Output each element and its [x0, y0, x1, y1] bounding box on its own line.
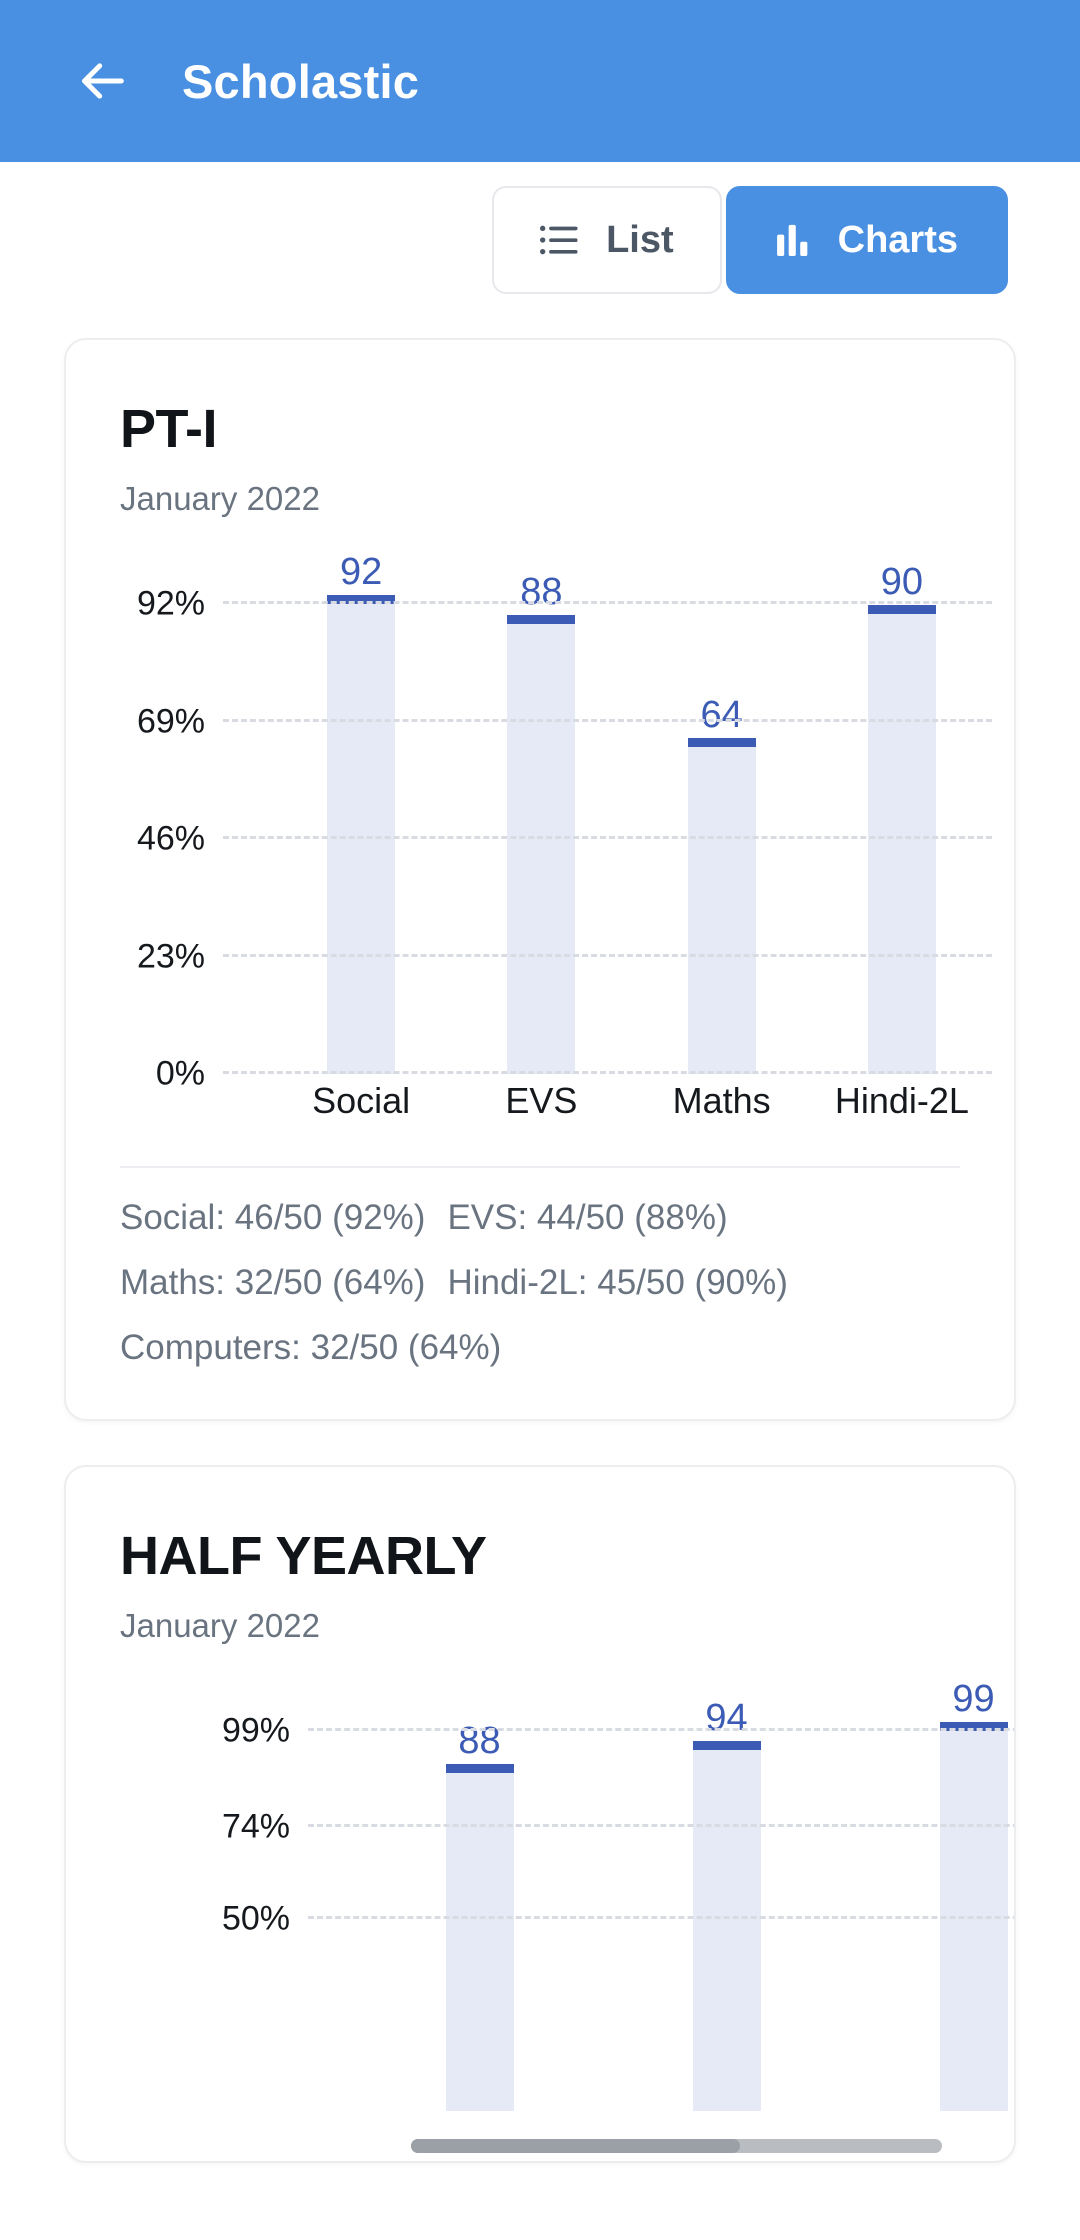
score-detail-row: Social: 46/50 (92%) EVS: 44/50 (88%)	[120, 1200, 960, 1235]
score-detail-row: Maths: 32/50 (64%) Hindi-2L: 45/50 (90%)	[120, 1265, 960, 1300]
tab-list[interactable]: List	[492, 186, 722, 294]
chart-bar-slot[interactable]: 94	[603, 1697, 850, 2111]
chart-y-tick-label: 50%	[221, 1899, 290, 1938]
tab-list-label: List	[606, 218, 674, 261]
chart-bar-value-label: 88	[458, 1720, 501, 1763]
chart-bar-slot[interactable]: 92	[271, 551, 451, 1074]
exam-title: HALF YEARLY	[120, 1526, 487, 1586]
chart-y-tick-label: 92%	[136, 584, 205, 623]
chart-y-tick-label: 74%	[221, 1807, 290, 1846]
chart-gridline: 69%	[137, 702, 992, 740]
chart-bar-slot[interactable]: 88	[356, 1720, 603, 2111]
chart-bar-value-label: 64	[700, 694, 743, 737]
score-item: Maths: 32/50 (64%)	[120, 1263, 426, 1302]
score-item: EVS: 44/50 (88%)	[447, 1198, 728, 1237]
arrow-left-icon[interactable]	[78, 55, 130, 107]
exam-date: January 2022	[120, 1607, 320, 1644]
chart-bars: 88 94 99	[356, 1678, 1014, 2111]
chart-bar[interactable]: 88	[507, 571, 576, 1074]
chart-bar-cap	[327, 595, 396, 604]
chart-bar-slot[interactable]: 90	[812, 561, 992, 1074]
score-item: Hindi-2L: 45/50 (90%)	[447, 1263, 788, 1302]
chart-y-tick-label: 46%	[136, 819, 205, 858]
chart-plot-area: 88 94 99 99% 74% 50%	[222, 1678, 1014, 2111]
chart-bar-cap	[939, 1722, 1008, 1731]
chart-bar-value-label: 90	[880, 561, 924, 604]
score-item: Computers: 32/50 (64%)	[120, 1328, 502, 1367]
page-title: Scholastic	[182, 54, 420, 108]
chart-plot-area: 92 88 64 90 92% 69% 46% 23% 0%	[137, 551, 992, 1093]
exam-card-pt-i[interactable]: PT-I January 2022 92 88 64 90 92% 69% 46% 23% 0…	[64, 338, 1016, 1421]
chart-bar[interactable]: 94	[692, 1697, 761, 2111]
chart-gridline: 92%	[137, 585, 992, 623]
chart-bar-cap	[692, 1741, 761, 1751]
chart-bar[interactable]: 90	[867, 561, 936, 1074]
list-icon	[540, 224, 580, 256]
chart-bars: 92 88 64 90	[271, 551, 992, 1074]
chart-gridline: 23%	[137, 937, 992, 975]
chart-x-axis-labels: Social EVS Maths Hindi-2L	[271, 1080, 992, 1144]
chart-bar-cap	[867, 605, 936, 615]
chart-gridline: 46%	[137, 820, 992, 858]
chart-x-tick-label: EVS	[505, 1080, 578, 1121]
chart-half-yearly: 88 94 99 99% 74% 50%	[66, 1678, 1014, 2161]
chart-gridline: 0%	[156, 1055, 992, 1093]
chart-gridline: 74%	[222, 1807, 1014, 1845]
exam-date: January 2022	[120, 480, 320, 517]
chart-y-tick-label: 0%	[155, 1054, 205, 1093]
chart-bar-slot[interactable]: 88	[451, 571, 631, 1074]
exam-title: PT-I	[120, 399, 218, 459]
chart-y-tick-label: 23%	[136, 937, 205, 975]
chart-gridline: 99%	[222, 1712, 1014, 1750]
scrollbar-thumb[interactable]	[411, 2139, 741, 2153]
chart-x-tick-label: Hindi-2L	[834, 1080, 969, 1121]
chart-x-tick-label: Social	[312, 1080, 411, 1121]
chart-y-tick-label: 99%	[221, 1711, 290, 1750]
chart-bar-value-label: 92	[339, 551, 383, 593]
chart-bar-cap	[687, 738, 756, 748]
chart-bar-slot[interactable]: 99	[850, 1678, 1014, 2111]
card-divider	[120, 1166, 960, 1168]
chart-bar-value-label: 88	[520, 571, 563, 614]
chart-bar-slot[interactable]: 64	[632, 604, 812, 1074]
score-detail-row: Computers: 32/50 (64%)	[120, 1330, 960, 1365]
tab-charts[interactable]: Charts	[725, 186, 1008, 294]
chart-gridline: 50%	[222, 1900, 1014, 1938]
score-item: Social: 46/50 (92%)	[120, 1198, 426, 1237]
chart-bar[interactable]: 64	[687, 694, 756, 1074]
chart-bar-cap	[445, 1764, 514, 1774]
chart-bar[interactable]: 99	[939, 1678, 1008, 2111]
chart-y-tick-label: 69%	[136, 702, 205, 740]
app-bar: Scholastic	[0, 0, 1080, 162]
chart-bar-value-label: 94	[705, 1697, 748, 1740]
chart-bar-cap	[507, 615, 576, 625]
chart-horizontal-scrollbar[interactable]	[411, 2139, 942, 2153]
chart-bar[interactable]: 92	[327, 551, 396, 1074]
view-toggle-group: List Charts	[0, 162, 1080, 294]
score-details: Social: 46/50 (92%) EVS: 44/50 (88%) Math…	[66, 1168, 1014, 1419]
chart-x-tick-label: Maths	[672, 1080, 771, 1121]
tab-charts-label: Charts	[837, 218, 958, 261]
exam-card-half-yearly[interactable]: HALF YEARLY January 2022 88 94 99 99% 74% 50…	[64, 1465, 1016, 2163]
chart-bar[interactable]: 88	[445, 1720, 514, 2111]
chart-pt-i: 92 88 64 90 92% 69% 46% 23% 0% Social EVS Maths Hi…	[66, 551, 1014, 1144]
bar-chart-icon	[776, 224, 812, 256]
chart-bar-value-label: 99	[952, 1678, 995, 1720]
